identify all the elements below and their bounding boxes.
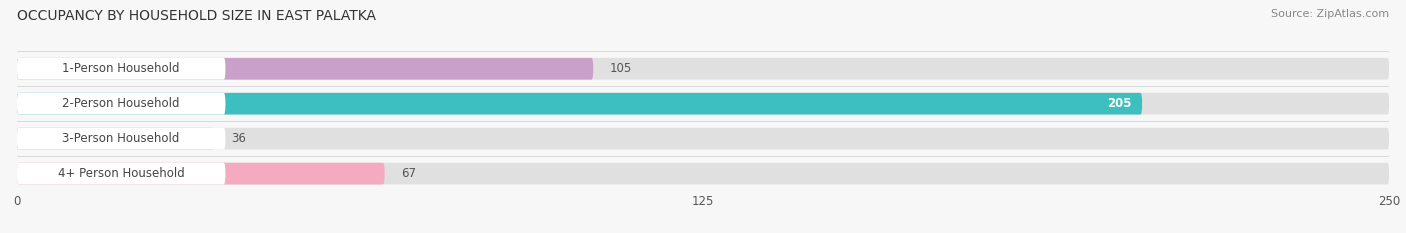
FancyBboxPatch shape [17,128,225,150]
Text: 36: 36 [231,132,246,145]
Text: 1-Person Household: 1-Person Household [62,62,180,75]
FancyBboxPatch shape [17,93,225,115]
Text: 105: 105 [610,62,631,75]
FancyBboxPatch shape [17,163,225,185]
FancyBboxPatch shape [17,58,593,80]
Text: 2-Person Household: 2-Person Household [62,97,180,110]
FancyBboxPatch shape [17,93,1142,115]
Text: 67: 67 [401,167,416,180]
Text: 3-Person Household: 3-Person Household [62,132,180,145]
FancyBboxPatch shape [17,128,215,150]
FancyBboxPatch shape [17,163,1389,185]
FancyBboxPatch shape [17,93,1389,115]
FancyBboxPatch shape [17,58,225,80]
Text: OCCUPANCY BY HOUSEHOLD SIZE IN EAST PALATKA: OCCUPANCY BY HOUSEHOLD SIZE IN EAST PALA… [17,9,375,23]
Text: Source: ZipAtlas.com: Source: ZipAtlas.com [1271,9,1389,19]
Text: 4+ Person Household: 4+ Person Household [58,167,184,180]
FancyBboxPatch shape [17,58,1389,80]
FancyBboxPatch shape [17,128,1389,150]
FancyBboxPatch shape [17,163,385,185]
Text: 205: 205 [1107,97,1132,110]
